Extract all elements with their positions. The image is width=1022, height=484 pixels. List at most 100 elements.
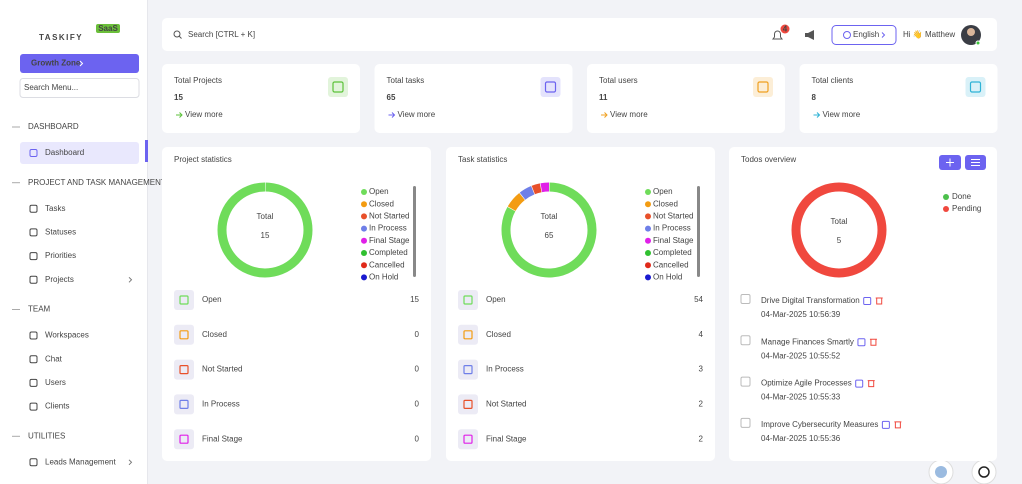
todo-checkbox[interactable]: [740, 294, 751, 304]
status-count: 3: [699, 365, 704, 374]
section-title: DASHBOARD: [28, 122, 79, 131]
legend-label: Cancelled: [653, 260, 689, 269]
legend-dot: [361, 225, 367, 232]
menu-icon: [29, 228, 38, 237]
chevron: [79, 60, 84, 67]
status-count: 2: [699, 400, 704, 409]
legend-label: Completed: [653, 248, 692, 257]
legend-dot: [645, 262, 651, 269]
legend-dot: [361, 201, 367, 208]
floating-button[interactable]: [971, 459, 997, 484]
status-label: In Process: [486, 365, 524, 374]
legend-scrollbar: [413, 186, 416, 277]
view-more-link[interactable]: View more: [185, 110, 223, 119]
legend-scrollbar: [697, 186, 700, 277]
legend-label: In Process: [369, 224, 407, 233]
todo-checkbox[interactable]: [740, 417, 751, 428]
todo-checkbox[interactable]: [740, 335, 751, 346]
growth-zone-label[interactable]: Growth Zone: [31, 59, 81, 68]
growth-zone-button[interactable]: [20, 54, 139, 73]
stat-card: [374, 64, 573, 133]
menu-icon: [29, 378, 38, 387]
status-icon-bg: [458, 290, 478, 310]
todo-title: Optimize Agile Processes: [761, 379, 852, 388]
donut-total: 65: [545, 231, 554, 240]
bell-icon[interactable]: [772, 30, 783, 40]
language-label[interactable]: English: [853, 30, 879, 39]
card-title: Task statistics: [458, 155, 507, 164]
stat-icon-bg: [965, 77, 986, 97]
menu-icon: [29, 275, 38, 284]
edit-icon[interactable]: [863, 297, 872, 305]
status-count: 0: [415, 434, 420, 443]
stat-label: Total tasks: [387, 76, 425, 85]
stat-value: 65: [387, 93, 396, 102]
status-label: Final Stage: [202, 434, 243, 443]
stat-icon-bg: [328, 77, 348, 97]
todo-date: 04-Mar-2025 10:55:52: [761, 351, 841, 360]
legend-dot: [361, 274, 367, 281]
floating-icon: [935, 466, 947, 478]
stats-card: [446, 147, 715, 461]
todo-date: 04-Mar-2025 10:56:39: [761, 310, 841, 319]
menu-item[interactable]: Leads Management: [45, 457, 116, 466]
global-search[interactable]: Search [CTRL + K]: [188, 30, 255, 39]
legend-dot: [361, 189, 367, 195]
stat-value: 15: [174, 93, 183, 102]
menu-item[interactable]: Users: [45, 378, 66, 387]
status-label: In Process: [202, 400, 240, 409]
delete-icon[interactable]: [869, 338, 877, 346]
view-more-link[interactable]: View more: [610, 110, 648, 119]
delete-icon[interactable]: [875, 297, 883, 305]
status-icon: [179, 434, 189, 444]
menu-item[interactable]: Statuses: [45, 228, 76, 237]
menu-search-placeholder[interactable]: Search Menu...: [24, 83, 78, 92]
stat-icon: [757, 81, 769, 93]
avatar-face: [967, 28, 975, 36]
status-count: 0: [415, 330, 420, 339]
delete-icon[interactable]: [894, 421, 902, 429]
menu-item[interactable]: Projects: [45, 275, 74, 284]
legend-label: On Hold: [653, 273, 682, 282]
legend-dot: [645, 250, 651, 256]
menu-item[interactable]: Priorities: [45, 251, 76, 260]
edit-icon[interactable]: [857, 338, 866, 347]
notification-count: 4: [783, 24, 788, 33]
view-more-link[interactable]: View more: [823, 110, 861, 119]
stat-icon: [544, 81, 557, 93]
sidebar-border: [147, 0, 148, 484]
donut-center-label: Total: [257, 212, 274, 221]
status-icon: [463, 365, 473, 375]
delete-icon[interactable]: [867, 380, 875, 388]
legend-dot: [943, 206, 949, 212]
edit-icon[interactable]: [855, 379, 864, 388]
menu-item[interactable]: Workspaces: [45, 331, 89, 340]
legend-label: Closed: [369, 199, 394, 208]
notification-badge: [780, 24, 790, 34]
menu-search[interactable]: [19, 78, 140, 98]
edit-icon[interactable]: [881, 420, 890, 429]
language-button[interactable]: [831, 25, 897, 45]
donut-segment: [519, 186, 535, 201]
announcement-icon[interactable]: [805, 30, 814, 40]
status-icon-bg: [174, 324, 194, 345]
menu-item[interactable]: Tasks: [45, 204, 65, 213]
todo-checkbox[interactable]: [740, 376, 751, 387]
donut-center-label: Total: [541, 212, 558, 221]
status-icon-bg: [458, 429, 478, 450]
view-more-link[interactable]: View more: [398, 110, 436, 119]
todo-title: Improve Cybersecurity Measures: [761, 420, 878, 429]
menu-item[interactable]: Chat: [45, 354, 63, 363]
menu-item[interactable]: Dashboard: [45, 148, 84, 157]
legend-label: In Process: [653, 224, 691, 233]
menu-item[interactable]: Clients: [45, 402, 69, 411]
stats-card: [162, 147, 431, 461]
logo: TASKIFY: [39, 33, 83, 42]
status-count: 0: [415, 400, 420, 409]
menu-icon: [29, 458, 38, 467]
legend-label: Open: [653, 187, 673, 196]
todo-title: Drive Digital Transformation: [761, 296, 860, 305]
search-icon: [173, 30, 181, 38]
card-title: Project statistics: [174, 155, 232, 164]
